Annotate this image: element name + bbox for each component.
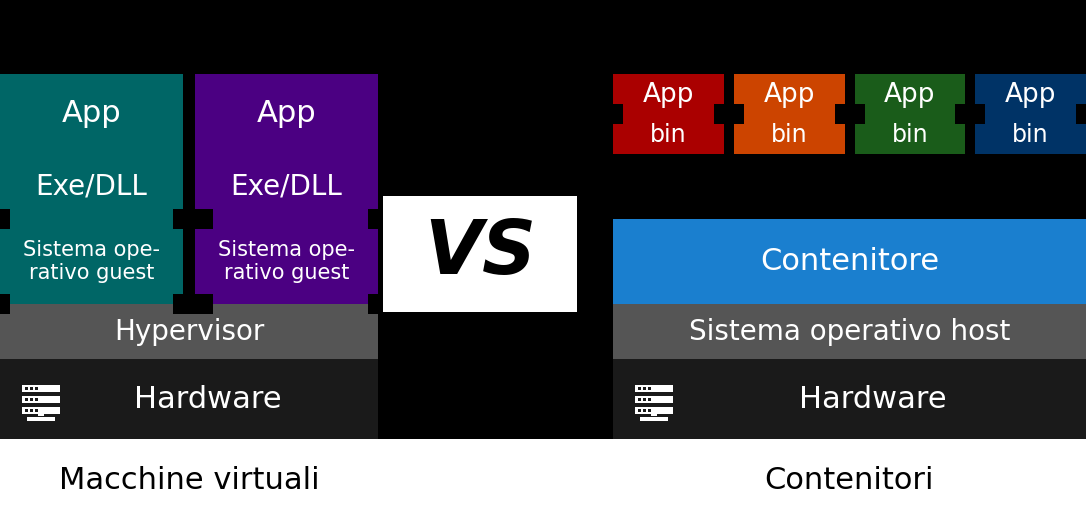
- Bar: [643, 397, 646, 400]
- Bar: [1076, 104, 1086, 124]
- Bar: [0, 439, 1086, 514]
- Bar: [0, 209, 10, 229]
- Bar: [637, 409, 641, 412]
- Bar: [30, 409, 33, 412]
- Bar: [30, 387, 33, 390]
- Bar: [635, 384, 673, 392]
- Text: Sistema ope-
rativo guest: Sistema ope- rativo guest: [23, 240, 160, 283]
- Text: bin: bin: [651, 123, 686, 147]
- Bar: [956, 104, 985, 124]
- Bar: [648, 387, 651, 390]
- Bar: [25, 397, 28, 400]
- Bar: [648, 409, 651, 412]
- Bar: [648, 397, 651, 400]
- Bar: [368, 209, 388, 229]
- Text: App: App: [62, 100, 122, 128]
- Bar: [734, 116, 845, 154]
- Bar: [25, 387, 28, 390]
- Bar: [714, 104, 744, 124]
- Text: Hardware: Hardware: [134, 384, 281, 413]
- Bar: [613, 74, 723, 116]
- Bar: [368, 294, 388, 314]
- Bar: [378, 359, 613, 439]
- Bar: [173, 294, 213, 314]
- Text: App: App: [256, 100, 316, 128]
- Bar: [0, 304, 378, 359]
- Bar: [0, 154, 184, 219]
- Bar: [35, 397, 38, 400]
- Bar: [975, 116, 1086, 154]
- Bar: [30, 397, 33, 400]
- Text: Contenitore: Contenitore: [760, 247, 939, 276]
- Bar: [834, 104, 864, 124]
- Bar: [613, 219, 1086, 304]
- Bar: [0, 219, 184, 304]
- Bar: [22, 384, 60, 392]
- Text: Sistema ope-
rativo guest: Sistema ope- rativo guest: [218, 240, 355, 283]
- Bar: [195, 219, 378, 304]
- Bar: [635, 395, 673, 402]
- Bar: [22, 395, 60, 402]
- Text: Hypervisor: Hypervisor: [114, 318, 264, 345]
- Text: bin: bin: [1012, 123, 1049, 147]
- Text: VS: VS: [424, 217, 536, 290]
- Bar: [643, 409, 646, 412]
- Bar: [0, 74, 184, 154]
- Bar: [613, 359, 1086, 439]
- Bar: [0, 0, 1086, 439]
- Text: Exe/DLL: Exe/DLL: [230, 173, 342, 200]
- Text: Exe/DLL: Exe/DLL: [36, 173, 148, 200]
- Text: Hardware: Hardware: [799, 384, 947, 413]
- Bar: [651, 411, 657, 415]
- Bar: [734, 74, 845, 116]
- Text: bin: bin: [892, 123, 929, 147]
- Bar: [195, 154, 378, 219]
- Bar: [383, 195, 577, 311]
- Bar: [22, 407, 60, 413]
- Bar: [640, 416, 668, 420]
- Bar: [25, 409, 28, 412]
- Bar: [195, 74, 378, 154]
- Bar: [635, 407, 673, 413]
- Text: App: App: [643, 82, 694, 108]
- Bar: [0, 294, 10, 314]
- Bar: [637, 397, 641, 400]
- Text: App: App: [884, 82, 936, 108]
- Bar: [613, 116, 723, 154]
- Bar: [855, 116, 965, 154]
- Text: bin: bin: [771, 123, 807, 147]
- Bar: [613, 304, 1086, 359]
- Bar: [173, 209, 213, 229]
- Bar: [603, 104, 623, 124]
- Bar: [643, 387, 646, 390]
- Text: Contenitori: Contenitori: [765, 466, 934, 495]
- Bar: [975, 74, 1086, 116]
- Text: App: App: [763, 82, 814, 108]
- Text: Macchine virtuali: Macchine virtuali: [59, 466, 319, 495]
- Bar: [637, 387, 641, 390]
- Bar: [0, 359, 378, 439]
- Text: Sistema operativo host: Sistema operativo host: [689, 318, 1010, 345]
- Text: App: App: [1005, 82, 1057, 108]
- Bar: [38, 411, 45, 415]
- Bar: [35, 409, 38, 412]
- Bar: [855, 74, 965, 116]
- Bar: [27, 416, 55, 420]
- Bar: [35, 387, 38, 390]
